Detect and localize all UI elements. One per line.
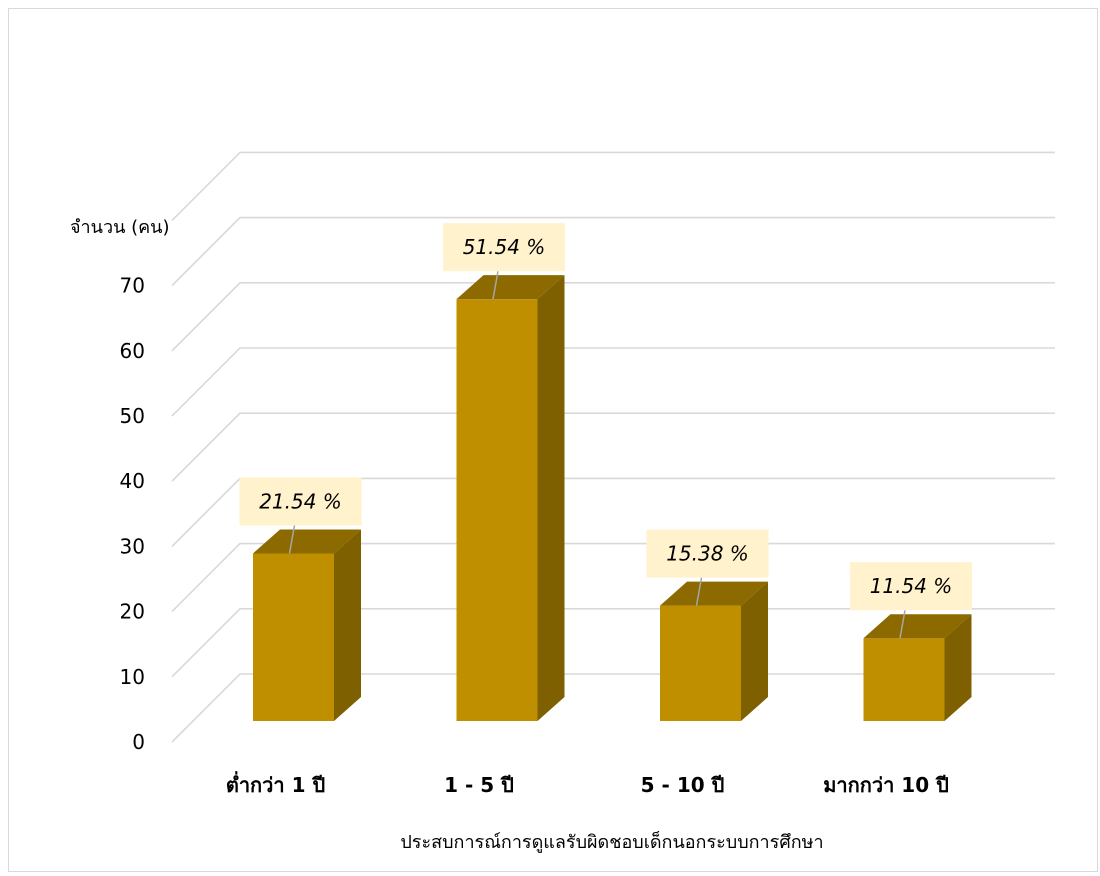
y-tick-label: 10 bbox=[120, 665, 145, 689]
leader-line bbox=[695, 577, 703, 606]
bar bbox=[253, 529, 361, 721]
y-tick-label: 50 bbox=[120, 404, 145, 428]
data-label-box bbox=[646, 529, 769, 578]
x-category-label: ต่ำกว่า 1 ปี bbox=[226, 770, 325, 797]
bar-front bbox=[253, 553, 334, 721]
y-axis-title: จำนวน (คน) bbox=[70, 217, 169, 238]
bar-side bbox=[537, 275, 565, 721]
chart-frame bbox=[8, 8, 1098, 872]
bar-top bbox=[456, 275, 565, 300]
y-tick-label: 70 bbox=[120, 274, 145, 298]
bar-front bbox=[863, 638, 945, 721]
data-label-box bbox=[443, 223, 565, 272]
x-category-label: 1 - 5 ปี bbox=[444, 773, 514, 797]
gridline bbox=[171, 347, 1055, 417]
data-label-text: 15.38 % bbox=[666, 542, 749, 566]
data-label-text: 11.54 % bbox=[870, 574, 953, 598]
y-tick-label: 40 bbox=[120, 469, 145, 493]
bar-front bbox=[456, 299, 538, 721]
gridline bbox=[171, 216, 1055, 287]
gridline bbox=[171, 151, 1055, 221]
gridline bbox=[171, 607, 1055, 678]
y-tick-label: 0 bbox=[132, 730, 145, 754]
leader-line bbox=[492, 271, 499, 300]
data-label: 11.54 % bbox=[850, 562, 972, 639]
data-label: 51.54 % bbox=[443, 223, 565, 300]
gridline bbox=[171, 542, 1055, 613]
y-axis-ticks: 0 10 20 30 40 50 60 70 bbox=[120, 274, 145, 754]
bar-side bbox=[944, 614, 972, 721]
bars bbox=[253, 275, 972, 721]
bar bbox=[863, 614, 972, 721]
bar bbox=[660, 581, 768, 721]
x-axis-categories: ต่ำกว่า 1 ปี 1 - 5 ปี 5 - 10 ปี มากกว่า 10 … bbox=[226, 770, 949, 797]
leader-line bbox=[288, 525, 296, 554]
bar-side bbox=[334, 529, 361, 721]
data-label-text: 51.54 % bbox=[463, 235, 546, 259]
data-label-text: 21.54 % bbox=[259, 489, 342, 513]
bar-top bbox=[863, 614, 972, 639]
data-label-box bbox=[239, 477, 362, 526]
x-category-label: มากกว่า 10 ปี bbox=[823, 773, 949, 797]
x-category-label: 5 - 10 ปี bbox=[641, 773, 725, 797]
data-label: 15.38 % bbox=[646, 529, 769, 606]
y-tick-label: 60 bbox=[120, 339, 145, 363]
gridline bbox=[171, 281, 1055, 352]
bar bbox=[456, 275, 565, 721]
bar-top bbox=[660, 581, 768, 606]
gridline bbox=[171, 673, 1055, 743]
data-label-box bbox=[850, 562, 972, 611]
x-axis-title: ประสบการณ์การดูแลรับผิดชอบเด็กนอกระบบการ… bbox=[400, 830, 823, 853]
y-tick-label: 30 bbox=[120, 534, 145, 558]
leader-line bbox=[899, 610, 906, 639]
bar-front bbox=[660, 605, 741, 721]
data-label: 21.54 % bbox=[239, 477, 362, 554]
bar-top bbox=[253, 529, 361, 554]
y-tick-label: 20 bbox=[120, 600, 145, 624]
data-labels: 21.54 % 51.54 % 15.38 % 11.54 % bbox=[239, 223, 972, 639]
bar-side bbox=[741, 581, 768, 721]
gridlines bbox=[171, 151, 1055, 743]
gridline bbox=[171, 412, 1055, 482]
